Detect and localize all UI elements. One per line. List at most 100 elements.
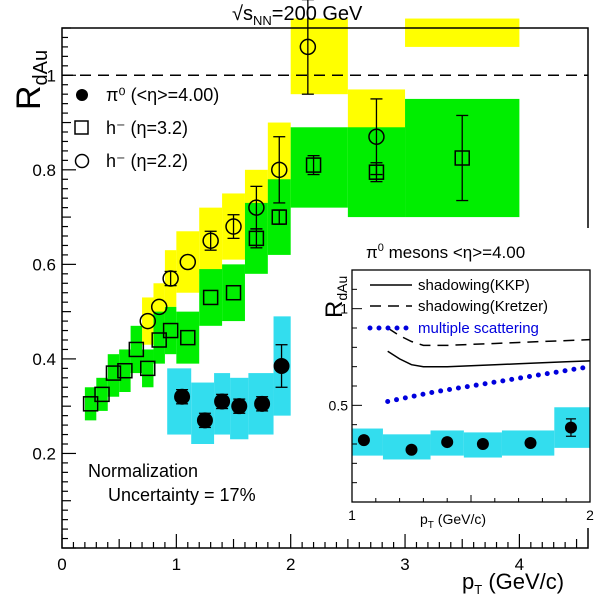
band-hminus-3-2-4 [130, 325, 143, 374]
y-axis-label-main: R [10, 85, 48, 110]
point-hminus-2-2 [299, 38, 317, 56]
point-hminus-2-2 [368, 128, 385, 145]
title-suffix: =200 GeV [272, 3, 363, 25]
x-axis-label: pT (GeV/c) [462, 569, 564, 597]
x-tick-label: 1 [172, 555, 181, 574]
band-hminus-3-2-0 [84, 387, 97, 421]
inset-y-axis-label-sub: dAu [334, 276, 350, 301]
inset-x-axis-label-rest: (GeV/c) [434, 511, 486, 527]
inset-x-tick-label: 2 [586, 507, 594, 523]
point-hminus-3-2 [225, 284, 242, 301]
band-hminus-3-2-2 [107, 354, 120, 397]
inset-legend: shadowing(KKP) shadowing(Kretzer) multip… [367, 277, 548, 337]
point-hminus-3-2 [368, 164, 385, 180]
chart-title: √sNN=200 GeV [232, 3, 363, 28]
band-hminus-3-2-6 [153, 311, 165, 364]
main-legend: π⁰ (<η>=4.00) h⁻ (η=3.2) h⁻ (η=2.2) [74, 85, 219, 171]
band-hminus-2-2-3 [176, 231, 200, 293]
point-hminus-3-2 [94, 386, 110, 403]
x-axis-label-p: p [462, 569, 474, 594]
point-pi0 [273, 358, 290, 374]
inset-title-pi: π [366, 243, 378, 262]
inset-curve-kkp [387, 350, 591, 368]
normalization-line-1: Normalization [88, 461, 198, 481]
inset-point-pi0 [405, 443, 418, 456]
point-hminus-3-2 [128, 341, 145, 358]
band-hminus-2-2-10 [405, 18, 520, 47]
point-pi0 [254, 395, 271, 412]
legend-label-pi0: π⁰ (<η>=4.00) [106, 85, 219, 105]
band-hminus-3-2-1 [96, 377, 108, 411]
inset-title-sup: 0 [378, 242, 384, 254]
point-hminus-3-2 [117, 362, 133, 379]
x-axis-label-sub: T [474, 582, 482, 597]
legend-marker-pi0 [76, 89, 88, 101]
point-hminus-2-2 [162, 270, 179, 287]
point-pi0 [231, 398, 248, 415]
inset-theory-curves [385, 327, 593, 404]
inset-tick-labels: 1 20.51 [329, 301, 595, 523]
point-hminus-3-2 [180, 329, 196, 346]
point-hminus-2-2 [202, 232, 219, 249]
point-hminus-3-2 [248, 230, 265, 247]
main-axis-ticks [61, 27, 578, 549]
band-hminus-3-2-7 [164, 306, 177, 355]
inset-axis-ticks [351, 269, 591, 503]
inset-point-pi0 [357, 434, 370, 447]
inset-legend-label-kkp: shadowing(KKP) [418, 277, 530, 294]
y-axis-label-sub: dAu [30, 50, 52, 86]
inset-curve-multiple-scattering [385, 364, 593, 404]
point-hminus-2-2 [225, 218, 242, 235]
y-tick-label: 0.8 [32, 161, 56, 180]
legend-label-hminus-2-2: h⁻ (η=2.2) [106, 151, 188, 171]
y-axis-label: RdAu [10, 50, 52, 110]
point-hminus-2-2 [150, 298, 168, 316]
inset-curve-kretzer [387, 327, 591, 347]
main-markers [82, 38, 470, 429]
point-pi0 [174, 388, 191, 405]
y-tick-label: 0.4 [32, 350, 56, 369]
point-hminus-3-2 [202, 289, 219, 306]
band-hminus-3-2-10 [222, 264, 245, 322]
inset-x-axis-label-p: p [420, 511, 428, 527]
x-axis-label-rest: (GeV/c) [482, 569, 564, 594]
inset-y-tick-label: 1 [340, 301, 348, 317]
y-tick-label: 1 [47, 66, 56, 85]
x-tick-label: 2 [286, 555, 295, 574]
band-hminus-3-2-9 [199, 269, 223, 326]
inset-background [310, 228, 598, 528]
band-hminus-3-2-8 [176, 311, 200, 364]
legend-label-hminus-3-2: h⁻ (η=3.2) [106, 118, 188, 138]
point-hminus-2-2 [271, 161, 288, 179]
inset-y-tick-label: 0.5 [329, 397, 349, 413]
inset-y-axis-label-main: R [321, 301, 348, 318]
point-hminus-2-2 [179, 253, 197, 271]
point-hminus-3-2 [305, 157, 322, 173]
band-hminus-3-2-13 [290, 127, 348, 208]
legend-marker-hminus-3-2 [74, 120, 89, 135]
point-hminus-3-2 [454, 150, 470, 166]
point-hminus-2-2 [248, 199, 265, 216]
band-hminus-3-2-5 [142, 349, 154, 388]
inset-legend-label-multiple-scattering: multiple scattering [418, 320, 539, 337]
point-hminus-3-2 [105, 365, 122, 381]
point-hminus-3-2 [82, 396, 99, 412]
band-hminus-3-2-3 [119, 349, 131, 392]
legend-marker-hminus-2-2 [74, 153, 90, 169]
point-hminus-3-2 [162, 322, 179, 339]
point-pi0 [214, 393, 231, 410]
point-pi0 [196, 412, 213, 429]
inset-point-pi0 [564, 421, 577, 434]
inset-point-pi0 [441, 436, 454, 449]
title-prefix: √s [232, 3, 253, 25]
band-hminus-2-2-0 [142, 297, 154, 345]
band-hminus-2-2-1 [153, 283, 165, 336]
x-tick-label: 4 [515, 555, 524, 574]
y-tick-label: 0.2 [32, 444, 56, 463]
title-sub: NN [253, 13, 272, 28]
point-hminus-3-2 [151, 332, 167, 348]
inset-point-pi0 [476, 438, 489, 450]
inset-title-rest: mesons <η>=4.00 [384, 243, 525, 262]
point-hminus-3-2 [140, 360, 156, 377]
